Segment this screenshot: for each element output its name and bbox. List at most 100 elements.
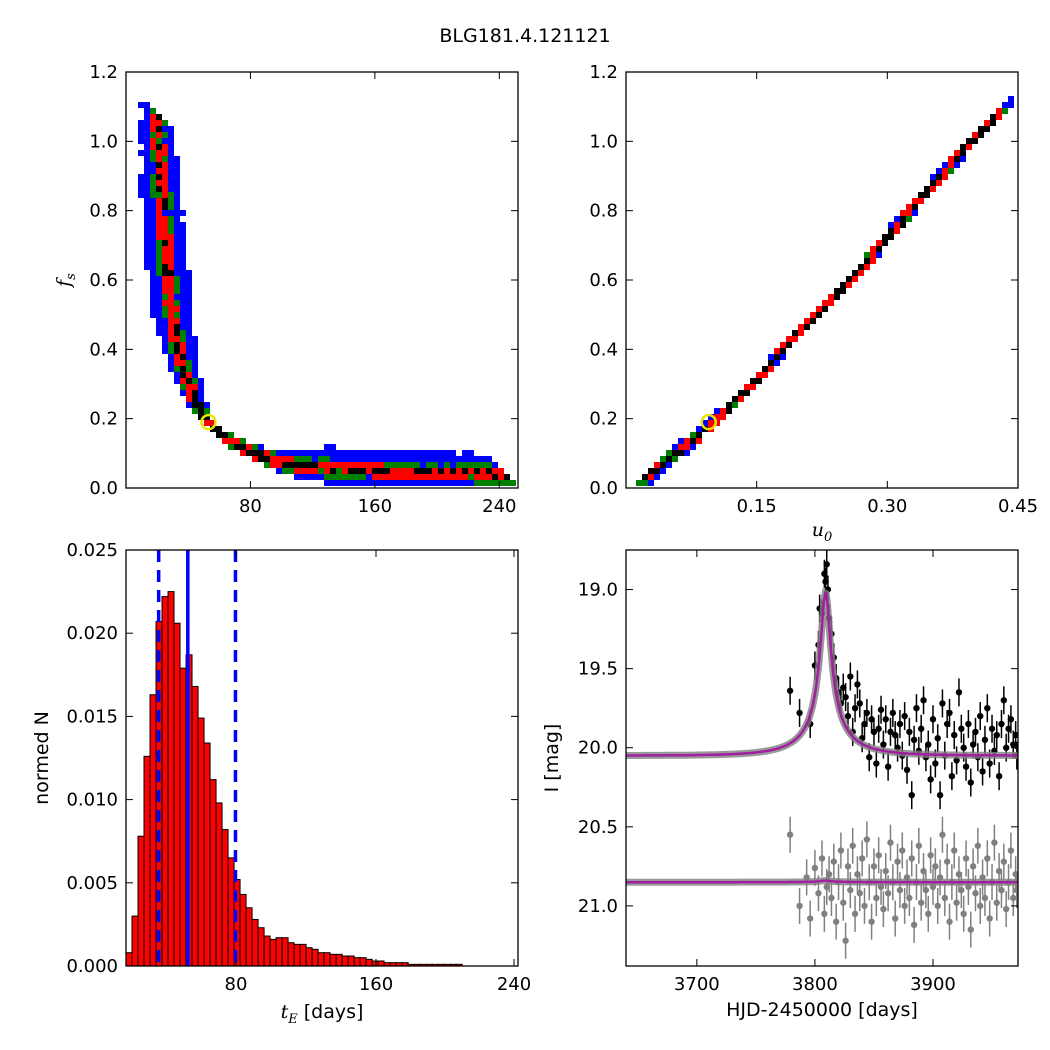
panel-fs-te-cell <box>426 480 432 486</box>
panel-fs-u0-cell <box>948 168 954 174</box>
panel-fs-te-cell <box>174 330 180 336</box>
panel-fs-te-cell <box>192 348 198 354</box>
panel-fs-te-cell <box>180 306 186 312</box>
panel-fs-te-cell <box>402 450 408 456</box>
panel-fs-u0-cell <box>660 468 666 474</box>
panel-fs-te-cell <box>402 474 408 480</box>
panel-fs-te-cell <box>174 192 180 198</box>
panel-fs-te-cell <box>144 156 150 162</box>
panel-fs-te-cell <box>162 168 168 174</box>
panel-fs-te-cell <box>156 306 162 312</box>
panel-fs-te-cell <box>360 450 366 456</box>
panel-fs-te-cell <box>162 210 168 216</box>
panel-fs-u0-cell <box>696 426 702 432</box>
panel-fs-te-best-fit-marker <box>200 413 217 431</box>
panel-fs-te-cell <box>186 318 192 324</box>
panel-fs-te-cell <box>270 462 276 468</box>
panel-fs-te-cell <box>174 162 180 168</box>
panel-fs-te-cell <box>144 222 150 228</box>
panel-fs-u0-cell <box>654 474 660 480</box>
panel-fs-te-cell <box>156 330 162 336</box>
panel-fs-te-cell <box>168 276 174 282</box>
panel-fs-te-cell <box>168 342 174 348</box>
panel-fs-te-cell <box>174 216 180 222</box>
panel-fs-te-cell <box>318 462 324 468</box>
panel-fs-te-cell <box>150 270 156 276</box>
panel-fs-te-cell <box>462 480 468 486</box>
panel-fs-te-cell <box>162 222 168 228</box>
panel-fs-te-cell <box>156 174 162 180</box>
panel-fs-te-cell <box>186 378 192 384</box>
panel-fs-te-cell <box>162 294 168 300</box>
panel-fs-te-cell <box>168 306 174 312</box>
panel-fs-te-cell <box>312 450 318 456</box>
panel-fs-u0-cell <box>774 360 780 366</box>
panel-fs-u0-cell <box>636 480 642 486</box>
panel-fs-te-cell <box>180 354 186 360</box>
panel-fs-te-cell <box>162 342 168 348</box>
panel-fs-te-ytick-label: 0.6 <box>89 270 118 291</box>
panel-fs-te-cell <box>162 282 168 288</box>
panel-fs-te-cell <box>414 462 420 468</box>
panel-fs-te-cell <box>426 468 432 474</box>
panel-fs-te-cell <box>144 234 150 240</box>
panel-fs-te-cell <box>150 246 156 252</box>
panel-fs-te-cell <box>180 378 186 384</box>
panel-fs-te-cell <box>318 468 324 474</box>
panel-fs-te-cell <box>156 312 162 318</box>
panel-fs-te-cell <box>168 162 174 168</box>
panel-fs-te-cell <box>174 210 180 216</box>
panel-fs-te-cell <box>168 336 174 342</box>
panel-fs-te-cell <box>174 228 180 234</box>
panel-fs-te-cell <box>330 480 336 486</box>
panel-fs-te-cell <box>372 468 378 474</box>
panel-fs-te-cell <box>258 444 264 450</box>
panel-fs-te-cell <box>198 408 204 414</box>
panel-fs-te-cell <box>144 210 150 216</box>
panel-fs-te-cell <box>174 276 180 282</box>
panel-fs-te-cell <box>180 318 186 324</box>
panel-fs-te-cell <box>144 180 150 186</box>
panel-fs-te-cell <box>450 462 456 468</box>
panel-fs-te-cell <box>186 366 192 372</box>
panel-fs-te-cell <box>192 408 198 414</box>
panel-fs-te-cell <box>150 282 156 288</box>
panel-fs-te-cell <box>342 462 348 468</box>
panel-fs-te-cell <box>144 240 150 246</box>
panel-fs-te-cell <box>318 456 324 462</box>
panel-fs-te-cell <box>156 204 162 210</box>
panel-fs-te-cell <box>252 444 258 450</box>
panel-fs-te-cell <box>258 456 264 462</box>
panel-fs-te-cell <box>414 480 420 486</box>
panel-fs-te-cell <box>468 474 474 480</box>
panel-fs-u0-cell <box>690 444 696 450</box>
panel-fs-te-cell <box>396 462 402 468</box>
panel-fs-te-cell <box>168 318 174 324</box>
panel-fs-te-cell <box>168 258 174 264</box>
panel-fs-te-cell <box>156 288 162 294</box>
panel-fs-te-cell <box>294 468 300 474</box>
panel-fs-te-cell <box>432 456 438 462</box>
panel-fs-te-cell <box>282 450 288 456</box>
panel-fs-te-cell <box>156 222 162 228</box>
panel-fs-te-cell <box>150 126 156 132</box>
panel-fs-te-cell <box>492 474 498 480</box>
panel-fs-te-cell <box>360 474 366 480</box>
panel-fs-te-cell <box>372 474 378 480</box>
panel-fs-te-cell <box>180 270 186 276</box>
panel-fs-te-cell <box>312 468 318 474</box>
panel-fs-te-cell <box>348 468 354 474</box>
panel-fs-te-cell <box>480 474 486 480</box>
panel-fs-u0-cell <box>690 432 696 438</box>
panel-fs-te-cell <box>150 210 156 216</box>
panel-fs-te-cell <box>150 294 156 300</box>
panel-fs-te-cell <box>216 432 222 438</box>
panel-fs-te-cell <box>180 390 186 396</box>
panel-fs-te-cell <box>156 216 162 222</box>
panel-fs-te-cell <box>492 462 498 468</box>
panel-fs-te-cell <box>204 408 210 414</box>
panel-fs-te-cell <box>168 234 174 240</box>
panel-fs-te-cell <box>156 252 162 258</box>
panel-fs-te-cell <box>468 462 474 468</box>
panel-fs-te-cell <box>186 294 192 300</box>
